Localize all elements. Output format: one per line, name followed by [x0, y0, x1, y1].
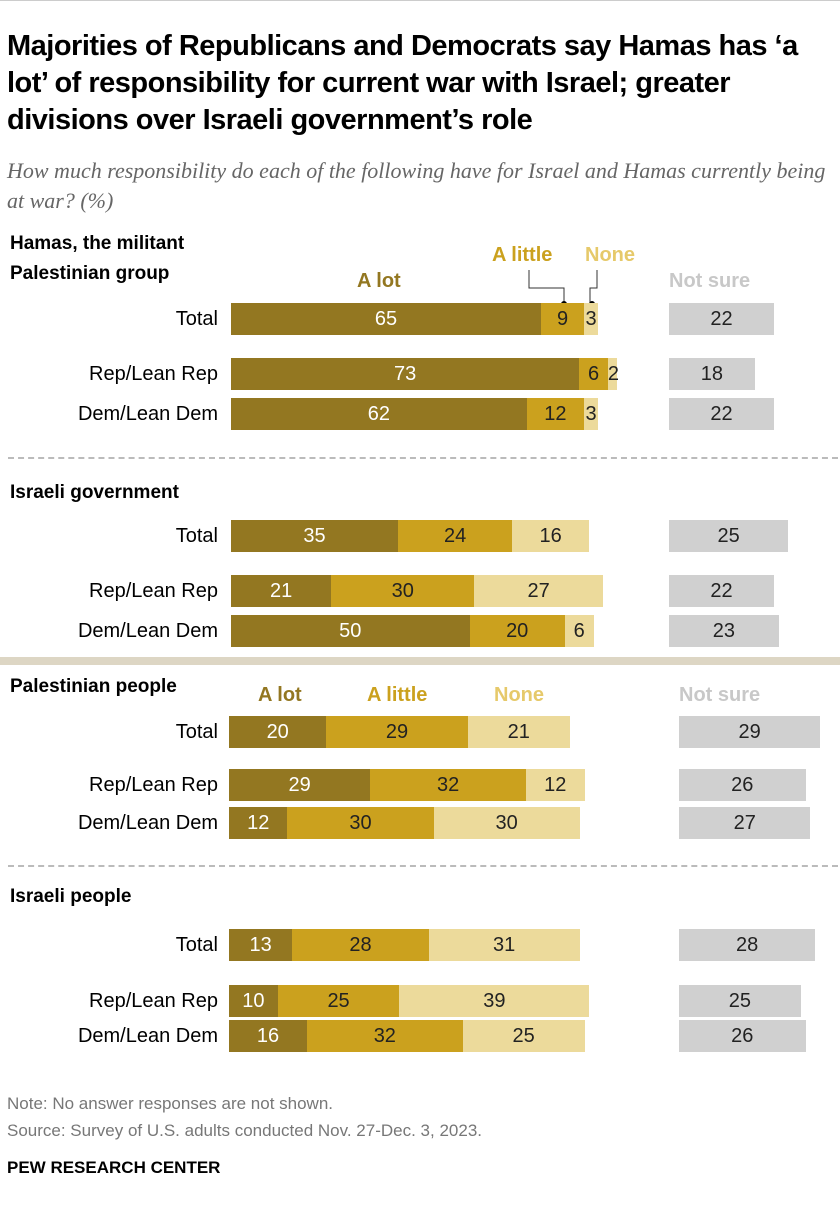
divider	[8, 457, 838, 459]
bar-segment-a-little: 24	[397, 520, 513, 552]
bar-segment-a-lot: 35	[231, 520, 398, 552]
bar-segment-a-lot: 10	[229, 985, 278, 1017]
bar-segment-not-sure: 22	[669, 303, 774, 335]
row-label: Dem/Lean Dem	[77, 812, 218, 834]
bar-segment-not-sure: 27	[679, 807, 811, 839]
bar-segment-a-little: 32	[370, 769, 527, 801]
chart-subtitle: How much responsibility do each of the f…	[7, 158, 826, 213]
row-label: Rep/Lean Rep	[89, 774, 218, 796]
bar-segment-a-little: 20	[469, 615, 565, 647]
legend-not-sure-2: Not sure	[679, 684, 761, 706]
bar-segment-none: 3	[583, 398, 599, 430]
bar-segment-a-lot: 65	[231, 303, 542, 335]
bar-segment-none: 27	[474, 575, 604, 607]
bar-segment-none: 6	[564, 615, 594, 647]
chart-title: Majorities of Republicans and Democrats …	[7, 30, 798, 136]
bar-segment-a-lot: 50	[231, 615, 470, 647]
bar-segment-a-little: 30	[287, 807, 434, 839]
legend-a-little-2: A little	[367, 684, 428, 706]
bar-segment-not-sure: 18	[669, 358, 755, 390]
bar-segment-a-little: 28	[292, 929, 429, 961]
bar-segment-a-little: 12	[526, 398, 584, 430]
bar-segment-a-lot: 21	[231, 575, 332, 607]
note: Note: No answer responses are not shown.	[7, 1094, 334, 1113]
legend-not-sure: Not sure	[669, 270, 751, 292]
bar-segment-not-sure: 26	[679, 1020, 806, 1052]
row-label: Total	[175, 721, 218, 743]
bar-segment-not-sure: 25	[669, 520, 789, 552]
bar-segment-not-sure: 26	[679, 769, 806, 801]
row-label: Total	[175, 934, 218, 956]
legend-none: None	[585, 244, 635, 266]
bar-segment-none: 3	[583, 303, 599, 335]
group-title: Hamas, the militant Palestinian group	[10, 233, 185, 284]
bar-segment-a-lot: 12	[229, 807, 288, 839]
row-label: Dem/Lean Dem	[77, 1025, 218, 1047]
bar-segment-a-lot: 62	[231, 398, 527, 430]
bar-segment-none: 30	[433, 807, 580, 839]
bar-segment-not-sure: 22	[669, 398, 774, 430]
logo: PEW RESEARCH CENTER	[7, 1158, 221, 1177]
bar-segment-a-little: 25	[277, 985, 400, 1017]
bar-segment-none: 16	[512, 520, 589, 552]
row-label: Dem/Lean Dem	[77, 620, 218, 642]
legend-none-2: None	[494, 684, 544, 706]
bar-segment-a-lot: 13	[229, 929, 293, 961]
bar-segment-none: 25	[462, 1020, 585, 1052]
bar-segment-not-sure: 23	[669, 615, 779, 647]
group-title: Israeli government	[10, 482, 179, 503]
row-label: Rep/Lean Rep	[89, 990, 218, 1012]
bar-segment-a-lot: 29	[229, 769, 371, 801]
legend-a-lot-2: A lot	[258, 684, 302, 706]
bar-segment-not-sure: 28	[679, 929, 816, 961]
bar-segment-a-little: 29	[326, 716, 468, 748]
bar-segment-a-little: 6	[579, 358, 608, 390]
top-rule	[0, 0, 840, 1]
bar-segment-none: 31	[428, 929, 580, 961]
bar-segment-a-lot: 73	[231, 358, 580, 390]
legend-a-little: A little	[492, 244, 553, 266]
bar-segment-not-sure: 25	[679, 985, 801, 1017]
bar-segment-not-sure: 22	[669, 575, 774, 607]
row-label: Rep/Lean Rep	[89, 363, 218, 385]
row-label: Rep/Lean Rep	[89, 580, 218, 602]
group-title: Palestinian people	[10, 676, 177, 697]
bar-segment-none: 2	[607, 358, 619, 390]
bar-segment-none: 12	[526, 769, 585, 801]
row-label: Total	[175, 308, 218, 330]
bar-segment-a-little: 30	[331, 575, 475, 607]
bar-segment-a-little: 32	[306, 1020, 463, 1052]
group-title: Israeli people	[10, 886, 132, 907]
divider	[8, 865, 838, 867]
bar-segment-not-sure: 29	[679, 716, 821, 748]
row-label: Total	[175, 525, 218, 547]
legend-a-lot: A lot	[357, 270, 401, 292]
bar-segment-none: 39	[399, 985, 590, 1017]
bar-segment-a-lot: 16	[229, 1020, 307, 1052]
bar-segment-a-lot: 20	[229, 716, 327, 748]
divider-band	[0, 657, 840, 665]
row-label: Dem/Lean Dem	[77, 403, 218, 425]
bar-segment-none: 21	[467, 716, 570, 748]
bar-segment-a-little: 9	[541, 303, 584, 335]
source: Source: Survey of U.S. adults conducted …	[7, 1121, 482, 1140]
